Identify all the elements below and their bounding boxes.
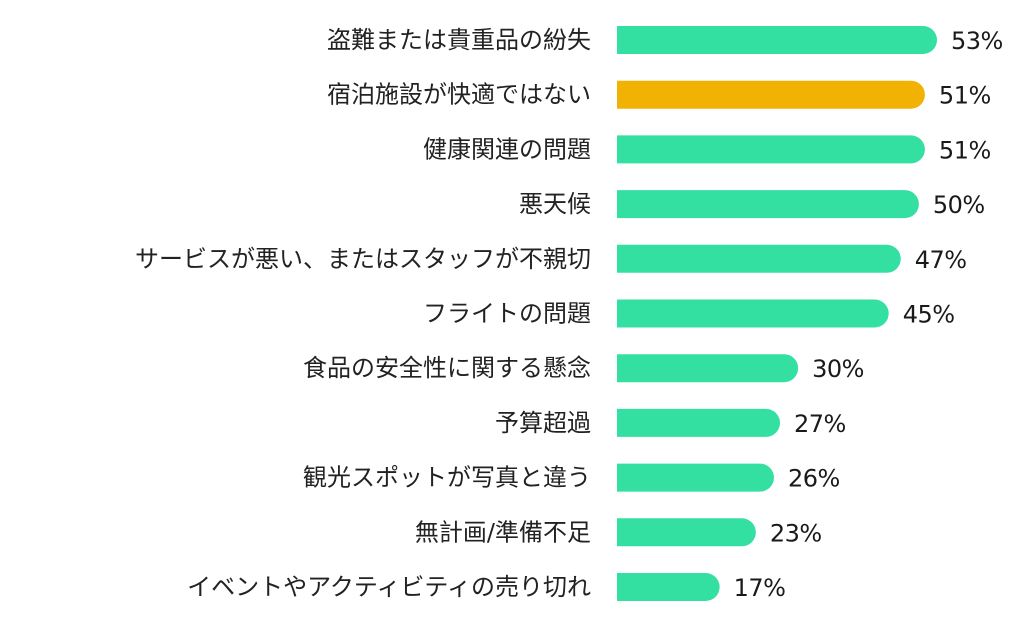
bar bbox=[617, 244, 901, 273]
value-label: 17% bbox=[734, 574, 786, 602]
value-label: 23% bbox=[770, 519, 822, 547]
bar bbox=[617, 80, 925, 109]
value-label: 53% bbox=[951, 27, 1003, 55]
category-label: 無計画/準備不足 bbox=[415, 518, 591, 546]
category-label: 食品の安全性に関する懸念 bbox=[303, 354, 591, 382]
value-label: 51% bbox=[939, 136, 991, 164]
category-label: 健康関連の問題 bbox=[423, 135, 591, 163]
value-label: 45% bbox=[903, 301, 955, 329]
value-label: 26% bbox=[788, 465, 840, 493]
category-label: 予算超過 bbox=[495, 409, 591, 437]
bar bbox=[617, 299, 889, 328]
category-label: 宿泊施設が快適ではない bbox=[327, 81, 591, 109]
bars bbox=[617, 26, 937, 601]
bar bbox=[617, 573, 720, 601]
bar bbox=[617, 135, 925, 164]
category-label: 観光スポットが写真と違う bbox=[303, 464, 591, 492]
value-label: 51% bbox=[939, 82, 991, 110]
bar bbox=[617, 408, 781, 437]
category-label: イベントやアクティビティの売り切れ bbox=[187, 573, 591, 601]
value-label: 27% bbox=[794, 410, 846, 438]
category-labels: 盗難または貴重品の紛失宿泊施設が快適ではない健康関連の問題悪天候サービスが悪い、… bbox=[135, 26, 591, 601]
bar bbox=[617, 354, 799, 383]
bar bbox=[617, 190, 919, 219]
value-labels: 53% 51% 51% 50% 47% 45% 30% 27% 26% 23% 17% bbox=[734, 27, 1004, 602]
value-label: 50% bbox=[933, 191, 985, 219]
category-label: フライトの問題 bbox=[423, 300, 591, 328]
bar bbox=[617, 26, 937, 54]
category-label: 盗難または貴重品の紛失 bbox=[327, 26, 591, 54]
bar bbox=[617, 518, 756, 547]
value-label: 30% bbox=[812, 355, 864, 383]
category-label: 悪天候 bbox=[519, 190, 591, 218]
bar bbox=[617, 463, 774, 492]
category-label: サービスが悪い、またはスタッフが不親切 bbox=[135, 245, 591, 273]
value-label: 47% bbox=[915, 246, 967, 274]
